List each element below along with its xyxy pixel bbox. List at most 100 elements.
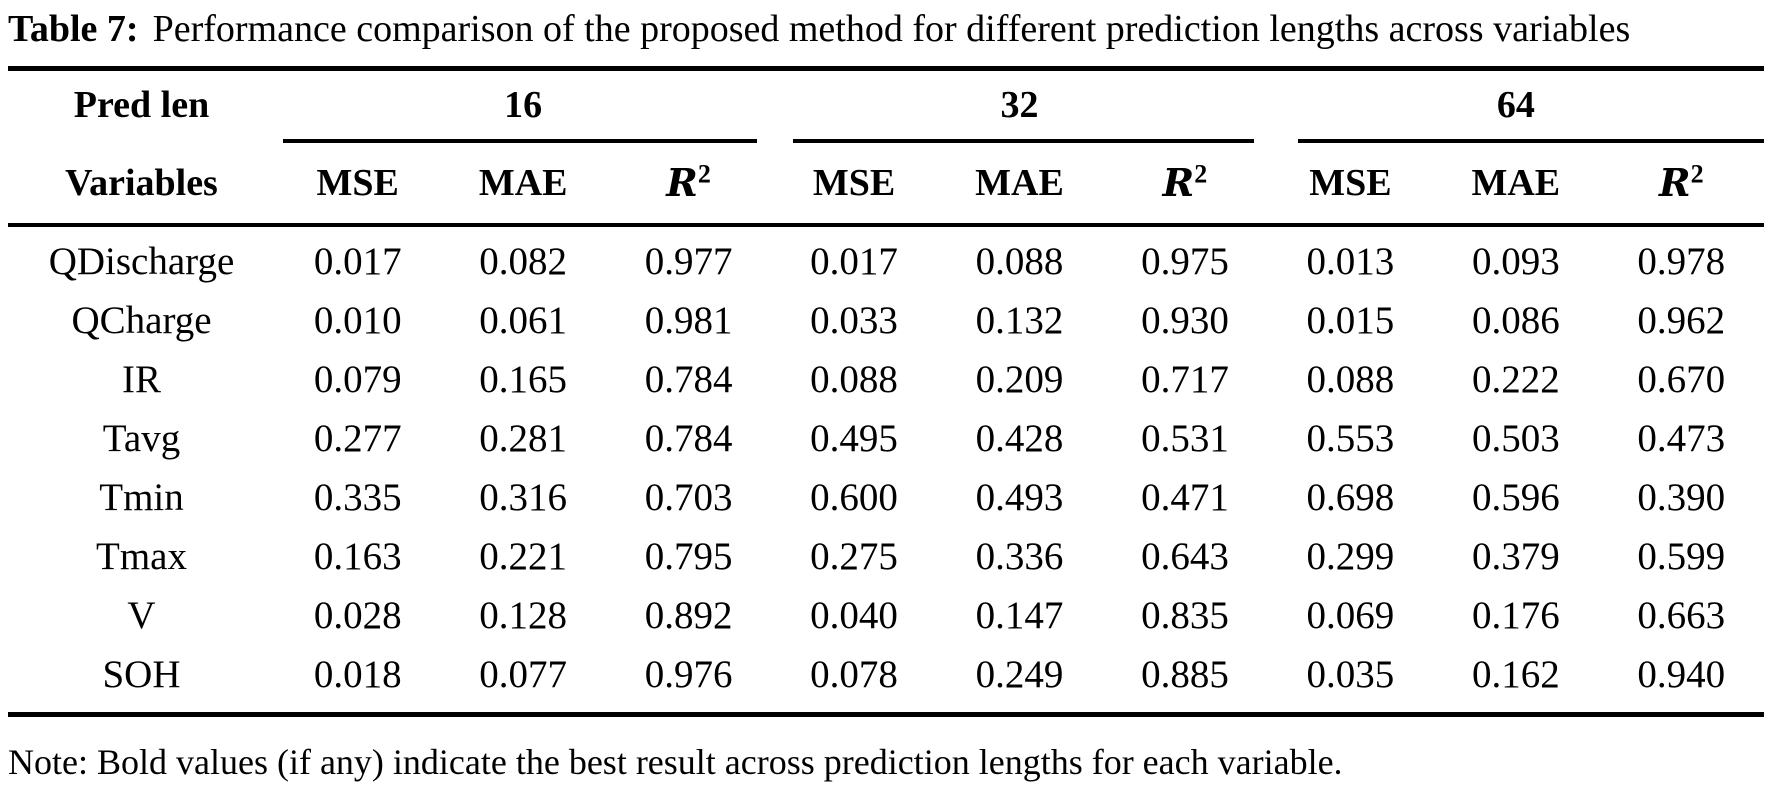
metric-value: 0.086	[1471, 298, 1560, 342]
group-header-32: 32	[1000, 83, 1039, 126]
metric-value: 0.885	[1141, 652, 1229, 696]
variable-label: Tavg	[102, 416, 181, 460]
metric-value: 0.147	[975, 593, 1064, 637]
variable-label: SOH	[102, 652, 181, 696]
variable-label: QCharge	[71, 298, 212, 342]
metric-value: 0.017	[313, 239, 402, 283]
metric-value: 0.390	[1637, 475, 1726, 519]
metric-value: 0.277	[313, 416, 402, 460]
metric-value: 0.078	[810, 652, 898, 696]
metric-value: 0.553	[1306, 416, 1395, 460]
metric-value: 0.018	[313, 652, 402, 696]
r2-header: R2	[1102, 160, 1267, 206]
metric-value: 0.977	[644, 239, 733, 283]
r2-sup: 2	[697, 158, 711, 188]
metric-value: 0.599	[1637, 534, 1726, 578]
metric-value: 0.335	[313, 475, 402, 519]
header-row-pred-len: Pred len 16 32 64	[8, 71, 1764, 139]
metric-value: 0.531	[1141, 416, 1229, 460]
mse-header: MSE	[316, 161, 399, 204]
table-bottom-rule	[8, 711, 1764, 717]
metric-value: 0.336	[975, 534, 1064, 578]
r2-base: R	[666, 159, 698, 205]
metric-value: 0.784	[644, 416, 733, 460]
mse-header: MSE	[812, 161, 896, 204]
mae-header: MAE	[1471, 161, 1561, 204]
metric-value: 0.600	[810, 475, 898, 519]
table-row: QDischarge 0.017 0.082 0.977 0.017 0.088…	[8, 232, 1764, 291]
metric-value: 0.061	[479, 298, 568, 342]
group-32-rule	[793, 138, 1254, 143]
group-64-rule	[1297, 138, 1764, 143]
mae-header: MAE	[975, 161, 1064, 204]
metric-value: 0.010	[313, 298, 402, 342]
r2-base: R	[1162, 159, 1195, 205]
metric-value: 0.835	[1141, 593, 1229, 637]
table-row: SOH 0.018 0.077 0.976 0.078 0.249 0.885 …	[8, 645, 1764, 704]
table-caption-label: Table 7:	[8, 8, 139, 50]
table-body: QDischarge 0.017 0.082 0.977 0.017 0.088…	[8, 227, 1764, 712]
table-row: Tavg 0.277 0.281 0.784 0.495 0.428 0.531…	[8, 409, 1764, 468]
variable-label: IR	[122, 357, 161, 401]
group-header-16: 16	[504, 83, 543, 126]
table-note: Note: Bold values (if any) indicate the …	[8, 741, 1343, 782]
metric-value: 0.082	[479, 239, 568, 283]
table-row: Tmax 0.163 0.221 0.795 0.275 0.336 0.643…	[8, 527, 1764, 586]
metric-value: 0.209	[975, 357, 1064, 401]
metric-value: 0.040	[810, 593, 898, 637]
mae-header: MAE	[478, 161, 568, 204]
metric-value: 0.088	[975, 239, 1064, 283]
metric-value: 0.035	[1306, 652, 1395, 696]
metric-value: 0.976	[644, 652, 733, 696]
metric-value: 0.281	[479, 416, 568, 460]
metric-value: 0.473	[1637, 416, 1726, 460]
metric-value: 0.077	[479, 652, 568, 696]
metric-value: 0.643	[1141, 534, 1229, 578]
group-16-rule	[283, 138, 758, 143]
metric-value: 0.069	[1306, 593, 1395, 637]
metric-value: 0.163	[313, 534, 402, 578]
metric-value: 0.981	[644, 298, 733, 342]
metric-value: 0.176	[1471, 593, 1560, 637]
table-caption: Table 7: Performance comparison of the pr…	[8, 6, 1764, 54]
metric-value: 0.013	[1306, 239, 1395, 283]
metric-value: 0.428	[975, 416, 1064, 460]
metric-value: 0.033	[810, 298, 898, 342]
metric-value: 0.892	[644, 593, 733, 637]
r2-header: R2	[1599, 160, 1764, 206]
metric-value: 0.221	[479, 534, 568, 578]
table-row: QCharge 0.010 0.061 0.981 0.033 0.132 0.…	[8, 291, 1764, 350]
metric-value: 0.379	[1471, 534, 1560, 578]
metric-value: 0.299	[1306, 534, 1395, 578]
metric-value: 0.088	[1306, 357, 1395, 401]
metric-value: 0.088	[810, 357, 898, 401]
metric-value: 0.930	[1141, 298, 1229, 342]
variable-label: Tmin	[99, 475, 184, 519]
metric-value: 0.663	[1637, 593, 1726, 637]
metric-value: 0.132	[975, 298, 1064, 342]
variable-label: QDischarge	[48, 239, 235, 283]
metric-value: 0.503	[1471, 416, 1560, 460]
metric-value: 0.717	[1141, 357, 1229, 401]
metric-value: 0.165	[479, 357, 568, 401]
group-midrules	[8, 138, 1764, 143]
table-row: V 0.028 0.128 0.892 0.040 0.147 0.835 0.…	[8, 586, 1764, 645]
metric-value: 0.962	[1637, 298, 1726, 342]
metric-value: 0.249	[975, 652, 1064, 696]
header-row-metrics: Variables MSE MAE R2 MSE MAE R2 MSE MAE …	[8, 143, 1764, 223]
metric-value: 0.471	[1141, 475, 1229, 519]
table-caption-text: Performance comparison of the proposed m…	[152, 8, 1631, 50]
group-header-64: 64	[1496, 83, 1535, 126]
metric-value: 0.162	[1471, 652, 1560, 696]
r2-base: R	[1658, 159, 1691, 205]
metric-value: 0.596	[1471, 475, 1560, 519]
metric-value: 0.795	[644, 534, 733, 578]
pred-len-header: Pred len	[73, 83, 210, 126]
metric-value: 0.017	[810, 239, 898, 283]
variables-header: Variables	[65, 161, 218, 204]
metric-value: 0.975	[1141, 239, 1229, 283]
table-mid-rule	[8, 222, 1764, 227]
metric-value: 0.670	[1637, 357, 1726, 401]
variable-label: V	[127, 593, 156, 637]
